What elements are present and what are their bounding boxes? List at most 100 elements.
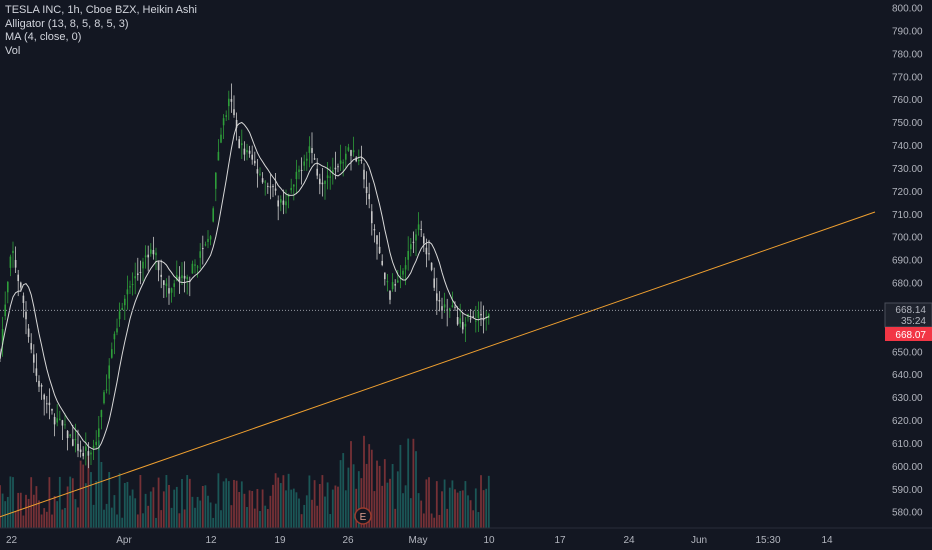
candle: [157, 261, 160, 282]
candle: [212, 206, 214, 223]
volume-bar: [32, 494, 35, 528]
volume-bars: [0, 435, 490, 528]
candle: [56, 404, 58, 427]
candle: [165, 278, 168, 298]
candle: [376, 235, 378, 260]
candle: [282, 189, 285, 215]
volume-bar: [290, 489, 293, 528]
volume-bar: [446, 508, 449, 528]
volume-bar: [186, 475, 189, 528]
candle: [22, 292, 25, 318]
volume-bar: [61, 509, 64, 528]
volume-bar: [386, 482, 389, 528]
earnings-event-marker[interactable]: E: [354, 507, 372, 525]
symbol-title[interactable]: TESLA INC, 1h, Cboe BZX, Heikin Ashi: [5, 4, 197, 16]
candle: [194, 259, 196, 274]
volume-bar: [116, 514, 118, 528]
candle: [488, 312, 490, 325]
current-price-box: [885, 327, 932, 341]
candle: [378, 232, 381, 255]
volume-bar: [415, 451, 417, 528]
candle: [264, 179, 266, 196]
volume-bar: [292, 488, 295, 528]
volume-bar: [443, 479, 446, 528]
volume-bar: [417, 493, 420, 528]
event-marker-circle: [354, 507, 372, 525]
volume-bar: [233, 479, 235, 528]
candle: [407, 236, 409, 271]
candle: [482, 305, 485, 334]
y-tick-label: 740.00: [892, 141, 923, 152]
candle: [92, 439, 95, 460]
candle: [384, 272, 386, 286]
candle: [462, 312, 464, 334]
candle: [438, 291, 441, 312]
candle: [469, 308, 472, 323]
x-tick-label: 24: [623, 535, 635, 546]
volume-bar: [38, 500, 40, 528]
trendline[interactable]: [0, 211, 876, 518]
volume-bar: [110, 507, 113, 528]
volume-bar: [248, 490, 251, 528]
candle: [147, 245, 149, 272]
time-axis[interactable]: 22 Apr 12 19 26 May 10 17 24 Jun 15:30 14: [0, 527, 932, 550]
candle: [251, 145, 253, 165]
candles: [0, 83, 490, 469]
candle: [269, 174, 272, 200]
volume-bar: [461, 490, 464, 528]
volume-bar: [53, 495, 56, 528]
candle: [217, 139, 220, 161]
volume-bar: [118, 473, 121, 528]
volume-bar: [105, 503, 108, 528]
candle: [121, 302, 123, 311]
y-tick-label: 580.00: [892, 508, 923, 519]
volume-bar: [378, 465, 381, 528]
volume-bar: [482, 490, 485, 528]
volume-bar: [97, 440, 100, 528]
volume-bar: [149, 491, 152, 528]
volume-bar: [207, 495, 209, 528]
candle: [308, 136, 311, 168]
volume-bar: [363, 435, 365, 528]
candle: [27, 323, 30, 343]
volume-bar: [64, 507, 66, 528]
candle: [467, 313, 469, 322]
volume-bar: [448, 487, 451, 528]
x-tick-label: 19: [274, 535, 286, 546]
candle: [332, 157, 334, 185]
candle: [53, 413, 56, 437]
candle: [386, 274, 389, 292]
candle: [59, 410, 61, 421]
volume-bar: [136, 514, 139, 528]
countdown-label: 35:24: [901, 316, 926, 327]
y-tick-label: 710.00: [892, 210, 923, 221]
volume-bar: [201, 485, 204, 528]
candle: [381, 254, 383, 267]
volume-bar: [420, 500, 423, 528]
candle: [1, 316, 4, 357]
candle: [342, 159, 344, 177]
indicator-ma[interactable]: MA (4, close, 0): [5, 31, 82, 43]
candle: [116, 318, 118, 336]
volume-bar: [48, 477, 51, 528]
y-tick-label: 650.00: [892, 347, 923, 358]
price-axis[interactable]: 800.00 790.00 780.00 770.00 760.00 750.00 740.…: [885, 0, 932, 528]
volume-bar: [121, 517, 124, 528]
y-tick-label: 750.00: [892, 118, 923, 129]
volume-bar: [259, 511, 261, 528]
volume-bar: [269, 495, 272, 528]
volume-bar: [477, 512, 480, 528]
volume-bar: [191, 496, 194, 528]
volume-bar: [84, 483, 87, 528]
volume-bar: [409, 498, 412, 528]
indicator-alligator[interactable]: Alligator (13, 8, 5, 8, 5, 3): [5, 17, 129, 30]
x-tick-label: Jun: [691, 535, 707, 546]
volume-bar: [370, 449, 373, 528]
volume-bar: [318, 483, 321, 528]
indicator-volume[interactable]: Vol: [5, 44, 21, 57]
candle: [272, 184, 274, 198]
candle: [339, 144, 342, 171]
candle: [459, 303, 461, 328]
candle: [295, 159, 298, 195]
